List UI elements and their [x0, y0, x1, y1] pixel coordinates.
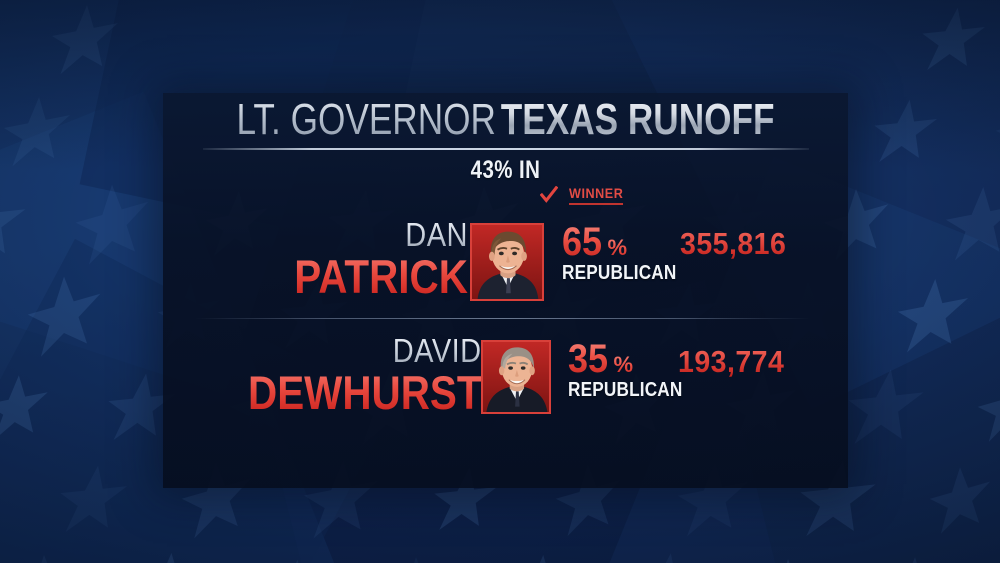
page-title: LT. GOVERNOR TEXAS RUNOFF: [232, 97, 780, 143]
portrait-illustration: [483, 342, 549, 412]
row-divider: [195, 318, 810, 319]
candidate-percent-block: 35% REPUBLICAN: [568, 339, 701, 401]
candidate-percent: 35: [568, 337, 609, 381]
candidate-votes: 355,816: [680, 226, 787, 261]
results-panel: LT. GOVERNOR TEXAS RUNOFF 43% IN: [163, 93, 848, 488]
panel-header: LT. GOVERNOR TEXAS RUNOFF 43% IN: [163, 97, 848, 184]
candidate-photo-david-dewhurst: [481, 340, 551, 414]
winner-label: WINNER: [569, 185, 624, 205]
title-divider: [202, 148, 809, 150]
winner-badge: WINNER: [540, 185, 626, 205]
candidate-name-block: DAVID DEWHURST: [210, 334, 482, 416]
percent-sign: %: [607, 235, 628, 260]
percent-sign: %: [613, 352, 634, 377]
candidate-percent-block: 65% REPUBLICAN: [562, 222, 695, 284]
candidate-first-name: DAVID: [243, 334, 482, 367]
check-icon: [540, 186, 558, 203]
candidate-row: DAN PATRICK: [0, 218, 1000, 318]
candidate-percent: 65: [562, 220, 603, 264]
candidate-row: DAVID DEWHURST: [0, 334, 1000, 434]
candidate-votes: 193,774: [678, 344, 785, 379]
race-label: LT. GOVERNOR: [236, 95, 500, 144]
candidate-name-block: DAN PATRICK: [266, 218, 468, 300]
candidate-photo-dan-patrick: [470, 223, 544, 301]
candidate-party: REPUBLICAN: [568, 379, 683, 401]
candidate-party: REPUBLICAN: [562, 262, 677, 284]
contest-label: TEXAS RUNOFF: [500, 95, 775, 144]
portrait-illustration: [472, 225, 542, 299]
reporting-percent: 43% IN: [470, 156, 541, 184]
candidate-last-name: DEWHURST: [248, 366, 482, 419]
candidate-last-name: PATRICK: [294, 250, 468, 303]
candidate-first-name: DAN: [290, 218, 468, 251]
